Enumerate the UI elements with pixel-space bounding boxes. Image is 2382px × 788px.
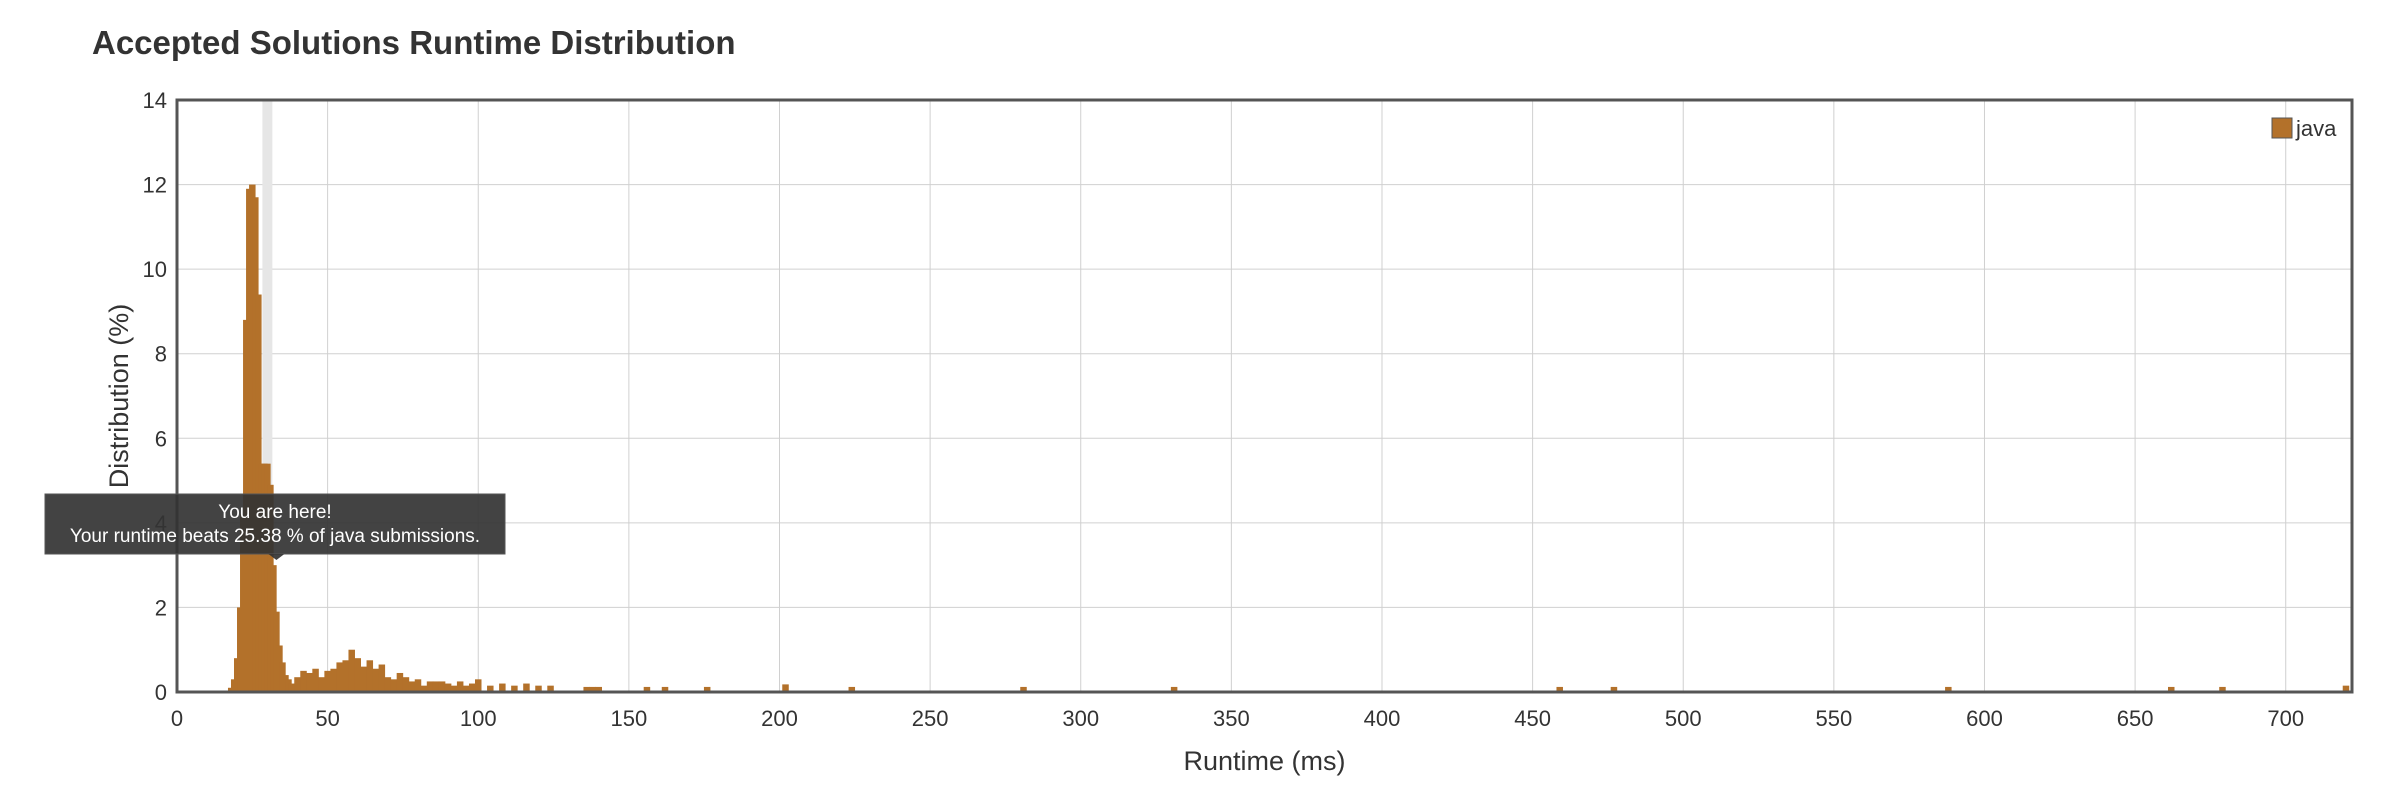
bar-java[interactable]	[390, 679, 398, 692]
x-tick-label: 50	[315, 706, 339, 731]
current-runtime-highlight	[262, 100, 273, 692]
plot-frame	[175, 98, 2354, 694]
chart-title: Accepted Solutions Runtime Distribution	[92, 24, 736, 61]
bar-java[interactable]	[535, 685, 542, 692]
bar-java[interactable]	[444, 683, 452, 692]
x-tick-label: 100	[460, 706, 497, 731]
bar-java[interactable]	[2168, 686, 2175, 692]
legend[interactable]: java	[2271, 116, 2337, 141]
bar-java[interactable]	[318, 677, 325, 692]
y-axis-title: Distribution (%)	[104, 304, 134, 489]
bar-java[interactable]	[336, 662, 343, 692]
y-tick-label: 8	[155, 342, 167, 367]
x-tick-label: 700	[2267, 706, 2304, 731]
bar-java[interactable]	[1020, 686, 1027, 692]
bar-java[interactable]	[378, 664, 386, 692]
plot-area	[177, 100, 2352, 692]
bar-java[interactable]	[523, 683, 530, 692]
bar-java[interactable]	[703, 686, 711, 692]
bar-java[interactable]	[450, 685, 458, 692]
legend-label-java: java	[2295, 116, 2337, 141]
bar-java[interactable]	[372, 668, 380, 692]
x-tick-label: 550	[1815, 706, 1852, 731]
x-tick-label: 350	[1213, 706, 1250, 731]
bar-java[interactable]	[312, 668, 319, 692]
x-tick-label: 0	[171, 706, 183, 731]
x-axis-title: Runtime (ms)	[1183, 746, 1345, 776]
bar-java[interactable]	[2219, 686, 2226, 692]
bar-java[interactable]	[426, 681, 434, 692]
bar-java[interactable]	[511, 685, 518, 692]
x-tick-label: 250	[912, 706, 949, 731]
bar-java[interactable]	[474, 679, 482, 692]
x-tick-label: 500	[1665, 706, 1702, 731]
bar-java[interactable]	[294, 677, 301, 692]
y-tick-label: 2	[155, 595, 167, 620]
bar-java[interactable]	[414, 679, 422, 692]
bar-java[interactable]	[432, 681, 440, 692]
bar-java[interactable]	[1556, 686, 1563, 692]
bar-java[interactable]	[348, 649, 355, 692]
bar-java[interactable]	[342, 660, 349, 692]
bar-java[interactable]	[366, 660, 374, 692]
bar-java[interactable]	[547, 685, 554, 692]
tooltip-line-1: You are here!	[218, 502, 331, 523]
bar-java[interactable]	[306, 672, 313, 692]
y-tick-label: 0	[155, 680, 167, 705]
bar-java[interactable]	[456, 681, 464, 692]
y-axis-ticks: 02468101214	[143, 88, 167, 705]
bar-java[interactable]	[420, 685, 428, 692]
bar-java[interactable]	[1945, 686, 1952, 692]
y-tick-label: 6	[155, 426, 167, 451]
bar-java[interactable]	[1170, 686, 1178, 692]
bar-java[interactable]	[300, 670, 307, 692]
bar-java[interactable]	[384, 677, 392, 692]
bar-java[interactable]	[438, 681, 446, 692]
bar-java[interactable]	[408, 681, 416, 692]
runtime-tooltip: You are here! Your runtime beats 25.38 %…	[44, 493, 506, 560]
tooltip-arrow	[268, 554, 285, 560]
x-tick-label: 300	[1062, 706, 1099, 731]
bar-java[interactable]	[595, 686, 602, 692]
x-axis-ticks: 0 50 100 150 200 250 300 350 400 450 500 550 600 650 7…	[171, 706, 2304, 731]
bar-java[interactable]	[402, 677, 410, 692]
bar-java[interactable]	[848, 686, 856, 692]
x-tick-label: 200	[761, 706, 798, 731]
y-tick-label: 10	[143, 257, 167, 282]
bar-java[interactable]	[583, 686, 590, 692]
bar-java[interactable]	[330, 668, 337, 692]
bar-java[interactable]	[499, 683, 506, 692]
bar-java[interactable]	[462, 685, 470, 692]
legend-swatch-java	[2271, 117, 2293, 139]
bar-java[interactable]	[782, 684, 789, 692]
bar-java[interactable]	[396, 672, 404, 692]
x-tick-label: 150	[611, 706, 648, 731]
bar-java[interactable]	[1610, 686, 1618, 692]
x-tick-label: 650	[2117, 706, 2154, 731]
bar-java[interactable]	[324, 670, 331, 692]
bar-java[interactable]	[661, 686, 669, 692]
x-tick-label: 450	[1514, 706, 1551, 731]
y-tick-label: 14	[143, 88, 167, 113]
bar-java[interactable]	[589, 686, 596, 692]
tooltip-box	[44, 493, 506, 555]
bar-java[interactable]	[487, 685, 494, 692]
x-tick-label: 600	[1966, 706, 2003, 731]
x-tick-label: 400	[1364, 706, 1401, 731]
bar-java[interactable]	[2342, 685, 2350, 692]
grid-lines	[176, 99, 2352, 693]
bar-java[interactable]	[643, 686, 651, 692]
tooltip-line-2: Your runtime beats 25.38 % of java submi…	[70, 526, 480, 547]
bar-java[interactable]	[468, 683, 476, 692]
y-tick-label: 12	[143, 173, 167, 198]
bar-java[interactable]	[360, 666, 368, 692]
bar-java[interactable]	[354, 658, 361, 692]
